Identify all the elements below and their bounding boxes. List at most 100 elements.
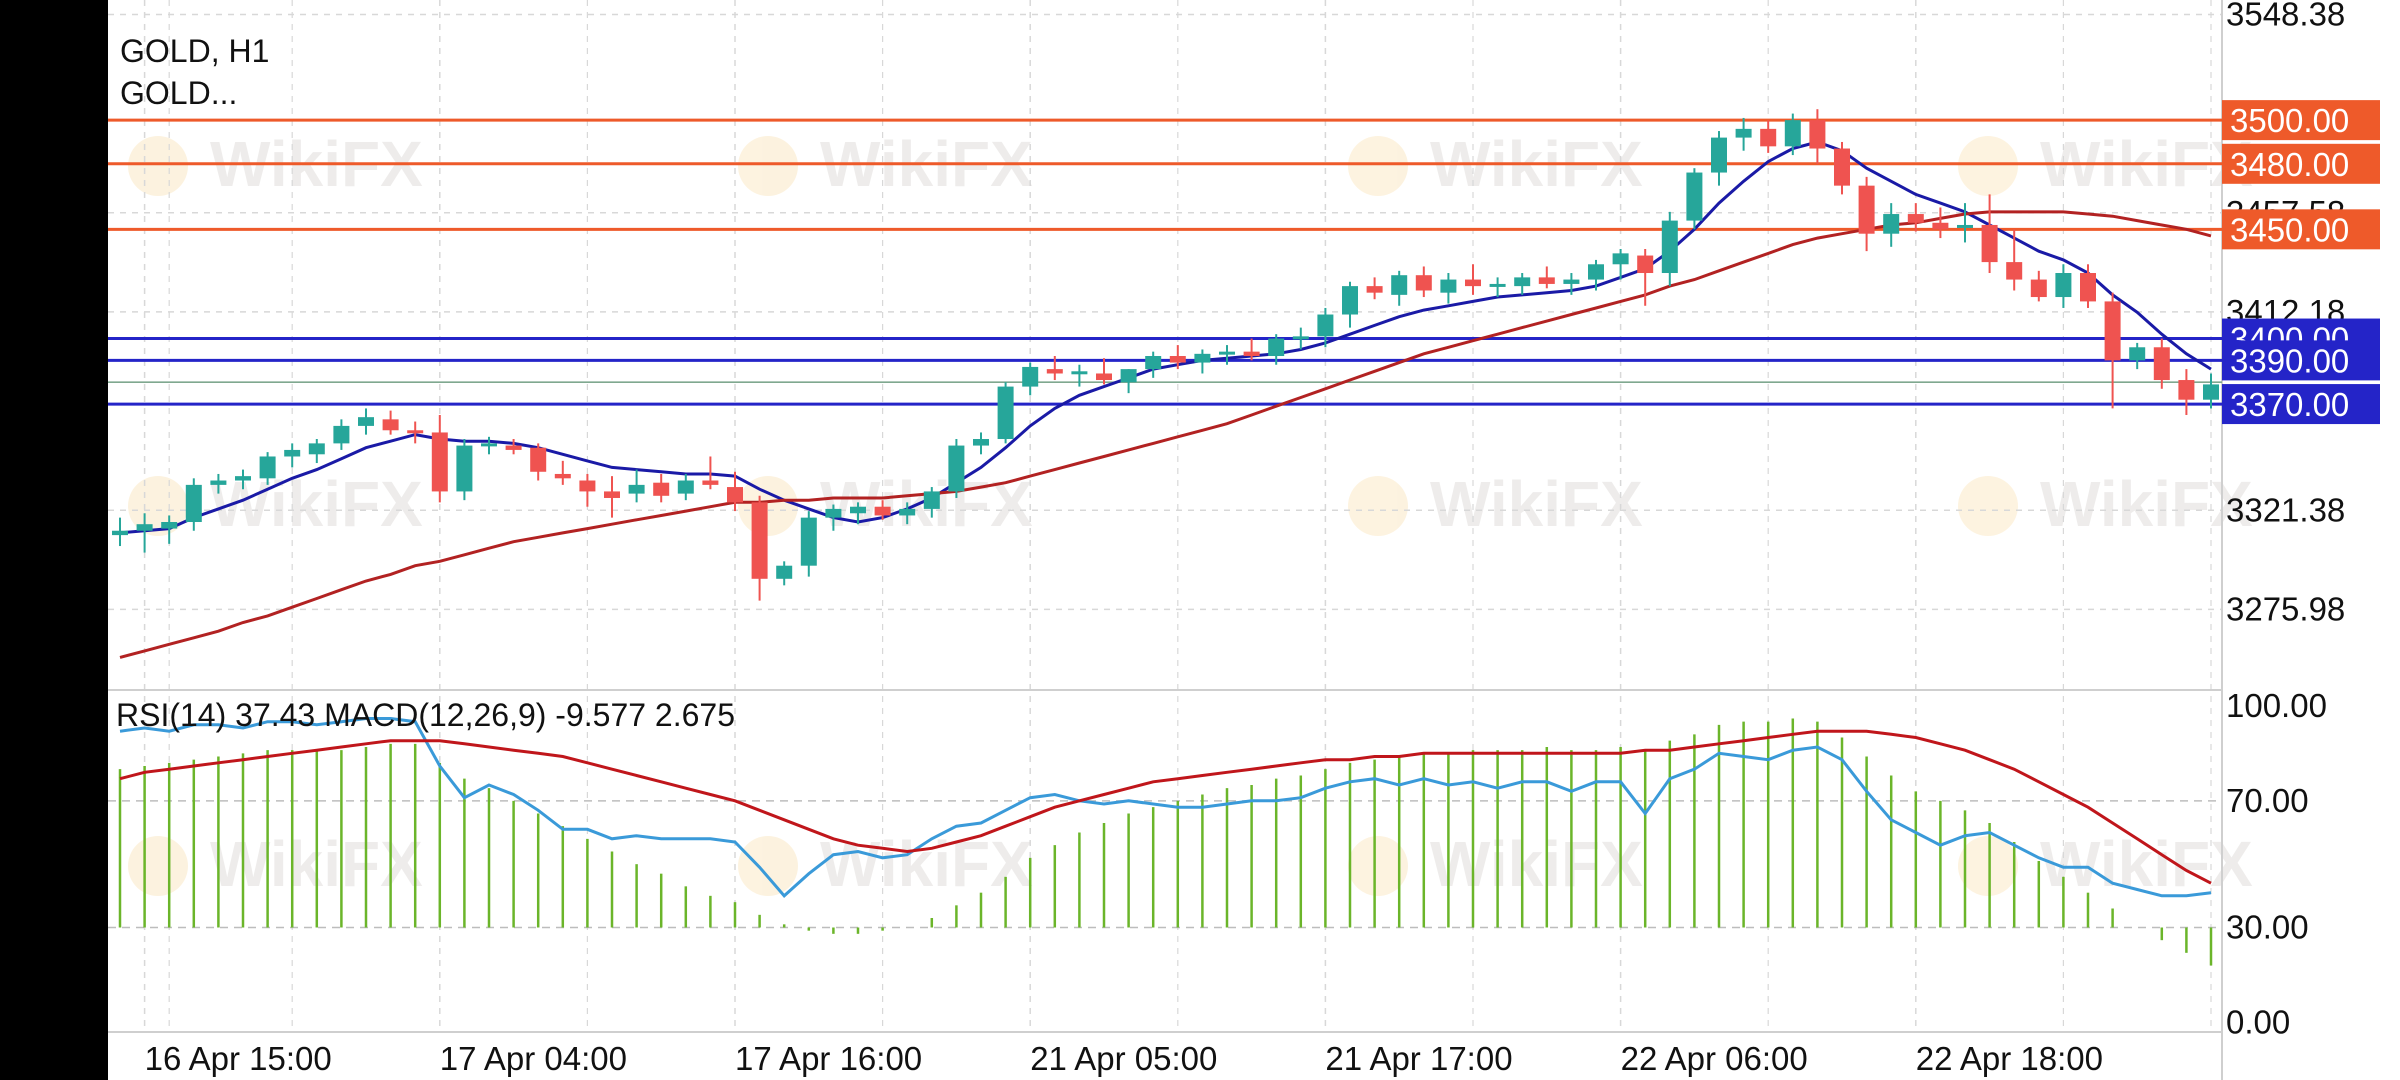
candle — [973, 432, 989, 455]
candle-body — [702, 480, 719, 485]
candle-body — [2104, 301, 2121, 361]
candle-body — [2080, 273, 2096, 302]
candle — [1096, 358, 1112, 385]
candle-body — [210, 480, 227, 485]
candle — [2080, 264, 2096, 308]
level-price-badge-label: 3450.00 — [2230, 211, 2349, 248]
time-axis-label: 17 Apr 04:00 — [440, 1040, 627, 1077]
candle-body — [1022, 366, 1039, 387]
candle-body — [1661, 220, 1678, 274]
candle-body — [554, 473, 571, 479]
candle-body — [825, 508, 842, 518]
candle-body — [1514, 277, 1531, 287]
candle-body — [1415, 275, 1432, 291]
candle-body — [1391, 275, 1408, 295]
watermark-layer: WikiFX WikiFX WikiFX WikiFX WikiFX WikiFX Wiki… — [128, 128, 2253, 900]
candle-body — [1563, 279, 1580, 284]
candle-body — [1046, 369, 1063, 374]
wikifx-watermark: WikiFX — [738, 828, 1033, 900]
candle-body — [456, 445, 473, 492]
wikifx-logo-icon — [1348, 476, 1408, 536]
candle — [1538, 266, 1555, 289]
candle — [210, 473, 227, 494]
candle — [1022, 362, 1039, 396]
candle-body — [653, 482, 670, 496]
candle — [136, 513, 153, 553]
candle — [2006, 229, 2023, 291]
candle-body — [1194, 353, 1211, 363]
candle — [727, 471, 743, 512]
grid-layer — [108, 0, 2223, 1080]
wikifx-logo-icon — [738, 136, 798, 196]
candle — [800, 511, 817, 577]
horizontal-levels-layer[interactable] — [108, 118, 2222, 406]
candle-body — [1366, 286, 1383, 293]
candle — [604, 476, 620, 518]
candle-body — [1145, 356, 1162, 370]
candle-body — [677, 480, 694, 494]
candle — [505, 439, 522, 455]
indicator-axis-label: 70.00 — [2226, 782, 2309, 819]
candle — [653, 473, 670, 503]
time-axis-label: 21 Apr 17:00 — [1325, 1040, 1512, 1077]
candle — [997, 382, 1014, 444]
candle-body — [1981, 224, 1998, 263]
candle-body — [1071, 371, 1088, 375]
wikifx-watermark: WikiFX — [1348, 468, 1643, 540]
axes-layer: 3548.383457.583412.183390.003321.383275.… — [145, 0, 2380, 1077]
time-axis-label: 22 Apr 18:00 — [1916, 1040, 2103, 1077]
candle — [1219, 345, 1235, 365]
candle — [1637, 248, 1654, 306]
candle-body — [1735, 128, 1752, 138]
rsi-line — [119, 717, 2212, 898]
chart-symbol-title: GOLD, H1 — [120, 33, 269, 69]
candle — [1981, 194, 1998, 274]
candle-body — [284, 449, 301, 457]
wikifx-watermark: WikiFX — [1958, 468, 2253, 540]
level-price-badge-label: 3390.00 — [2230, 342, 2349, 379]
candle-body — [1268, 338, 1285, 357]
wikifx-logo-icon — [128, 836, 188, 896]
candle — [1145, 351, 1162, 378]
wikifx-logo-icon — [1958, 836, 2018, 896]
candle-body — [1096, 373, 1112, 381]
candle-body — [1932, 222, 1949, 230]
candle — [1735, 117, 1752, 151]
candle — [333, 419, 350, 450]
candle — [1342, 281, 1358, 328]
candle-body — [850, 506, 866, 514]
candle-body — [1588, 264, 1604, 280]
candle — [1046, 356, 1063, 381]
candle-body — [1169, 356, 1186, 363]
candle — [1661, 211, 1678, 287]
candle — [776, 561, 793, 586]
candle-body — [1612, 253, 1629, 265]
candle — [1440, 273, 1457, 304]
candle-body — [1834, 148, 1850, 186]
wikifx-logo-icon — [738, 476, 798, 536]
fast-moving-average-line — [119, 140, 2212, 535]
signal-line — [119, 729, 2212, 885]
candle-body — [579, 480, 596, 492]
candle — [235, 469, 251, 490]
time-axis-label: 22 Apr 06:00 — [1621, 1040, 1808, 1077]
candle — [2203, 373, 2219, 409]
candle-body — [136, 524, 153, 531]
candle — [628, 469, 645, 503]
candle — [1957, 203, 1973, 243]
wikifx-watermark-text: WikiFX — [1430, 828, 1643, 900]
candle — [308, 439, 325, 464]
candle — [185, 478, 202, 531]
candle-body — [899, 508, 916, 516]
candle — [481, 436, 497, 455]
wikifx-watermark: WikiFX — [1958, 828, 2253, 900]
candle — [358, 408, 374, 435]
indicator-axis-label: 100.00 — [2226, 687, 2327, 724]
candle-body — [185, 484, 202, 523]
candle — [1784, 113, 1801, 156]
candle-body — [1907, 214, 1924, 223]
candle-body — [874, 506, 891, 516]
candle — [431, 414, 448, 503]
